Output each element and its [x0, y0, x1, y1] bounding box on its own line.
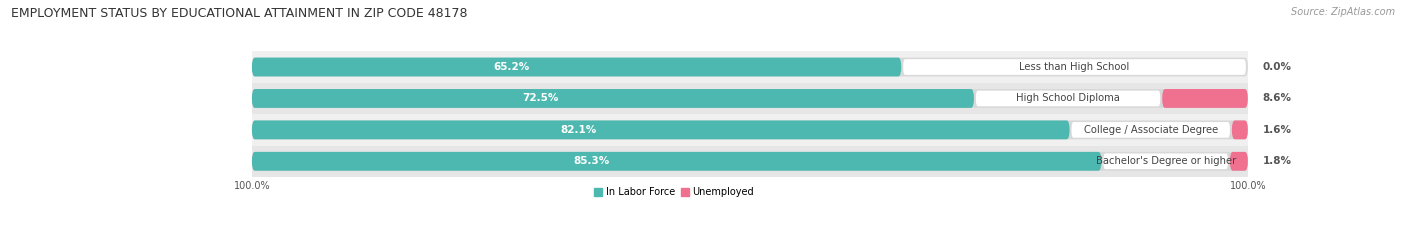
Text: Bachelor's Degree or higher: Bachelor's Degree or higher [1095, 156, 1236, 166]
Text: 100.0%: 100.0% [233, 181, 270, 191]
FancyBboxPatch shape [976, 91, 1160, 106]
Legend: In Labor Force, Unemployed: In Labor Force, Unemployed [591, 183, 758, 201]
Bar [252, 146, 1249, 177]
FancyBboxPatch shape [1163, 89, 1249, 108]
FancyBboxPatch shape [903, 59, 1246, 75]
Text: 100.0%: 100.0% [1229, 181, 1267, 191]
Bar [252, 114, 1249, 146]
FancyBboxPatch shape [252, 58, 901, 76]
Text: 1.8%: 1.8% [1263, 156, 1292, 166]
FancyBboxPatch shape [252, 89, 974, 108]
FancyBboxPatch shape [252, 120, 1070, 139]
Text: Source: ZipAtlas.com: Source: ZipAtlas.com [1291, 7, 1395, 17]
Text: Less than High School: Less than High School [1019, 62, 1129, 72]
FancyBboxPatch shape [252, 58, 1249, 76]
FancyBboxPatch shape [252, 152, 1101, 171]
Text: College / Associate Degree: College / Associate Degree [1084, 125, 1218, 135]
FancyBboxPatch shape [1071, 122, 1230, 138]
Text: 72.5%: 72.5% [523, 93, 560, 103]
Text: 65.2%: 65.2% [494, 62, 530, 72]
Text: High School Diploma: High School Diploma [1017, 93, 1121, 103]
FancyBboxPatch shape [1232, 120, 1249, 139]
Bar [252, 83, 1249, 114]
Text: 8.6%: 8.6% [1263, 93, 1292, 103]
Bar [252, 51, 1249, 83]
Text: EMPLOYMENT STATUS BY EDUCATIONAL ATTAINMENT IN ZIP CODE 48178: EMPLOYMENT STATUS BY EDUCATIONAL ATTAINM… [11, 7, 468, 20]
Text: 0.0%: 0.0% [1263, 62, 1292, 72]
Text: 1.6%: 1.6% [1263, 125, 1292, 135]
Text: 82.1%: 82.1% [561, 125, 598, 135]
FancyBboxPatch shape [1104, 154, 1227, 169]
FancyBboxPatch shape [252, 152, 1249, 171]
FancyBboxPatch shape [1230, 152, 1249, 171]
Text: 85.3%: 85.3% [574, 156, 610, 166]
FancyBboxPatch shape [252, 120, 1249, 139]
FancyBboxPatch shape [252, 89, 1249, 108]
